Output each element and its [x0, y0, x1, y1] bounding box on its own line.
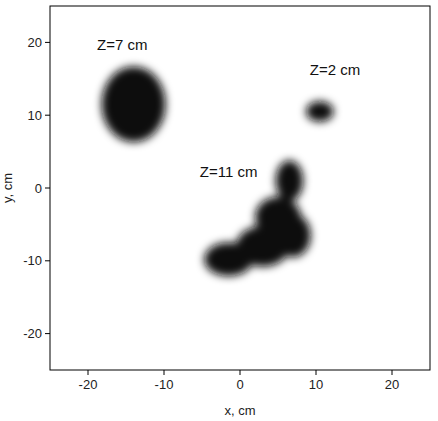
x-tick: [316, 370, 317, 375]
x-axis-title: x, cm: [224, 403, 255, 418]
annotation: Z=11 cm: [200, 163, 258, 180]
blob: [276, 160, 303, 201]
y-tick-label: 20: [28, 35, 42, 50]
x-tick: [88, 370, 89, 375]
y-tick: [45, 115, 50, 116]
y-axis-title: y, cm: [0, 173, 15, 203]
plot-bg: [50, 6, 430, 370]
annotation-bg: [198, 163, 260, 180]
y-tick: [45, 188, 50, 189]
x-tick: [392, 370, 393, 375]
y-tick: [45, 42, 50, 43]
blob-layer: [102, 66, 334, 276]
y-tick-label: 0: [35, 181, 42, 196]
x-tick-label: -20: [79, 377, 98, 392]
y-tick-label: -20: [23, 326, 42, 341]
x-tick-label: 20: [385, 377, 399, 392]
y-tick: [45, 333, 50, 334]
y-tick-label: 10: [28, 108, 42, 123]
annotation-bg: [95, 36, 149, 53]
annotation: Z=7 cm: [97, 36, 147, 53]
blob: [306, 101, 333, 121]
annotation: Z=2 cm: [310, 61, 360, 78]
frame: [50, 6, 430, 370]
blob: [102, 66, 166, 142]
annotation-bg: [308, 61, 362, 78]
x-tick-label: -10: [155, 377, 174, 392]
blobs: [102, 66, 334, 276]
x-tick-label: 10: [309, 377, 323, 392]
x-tick: [240, 370, 241, 375]
x-tick: [164, 370, 165, 375]
blob: [204, 243, 253, 276]
y-tick: [45, 260, 50, 261]
y-tick-label: -10: [23, 253, 42, 268]
chart: -20 -10 0 10 20 -20 -10 0 10 20 x, cm y, cm Z=7 cm Z=…: [0, 0, 438, 421]
x-tick-label: 0: [236, 377, 243, 392]
